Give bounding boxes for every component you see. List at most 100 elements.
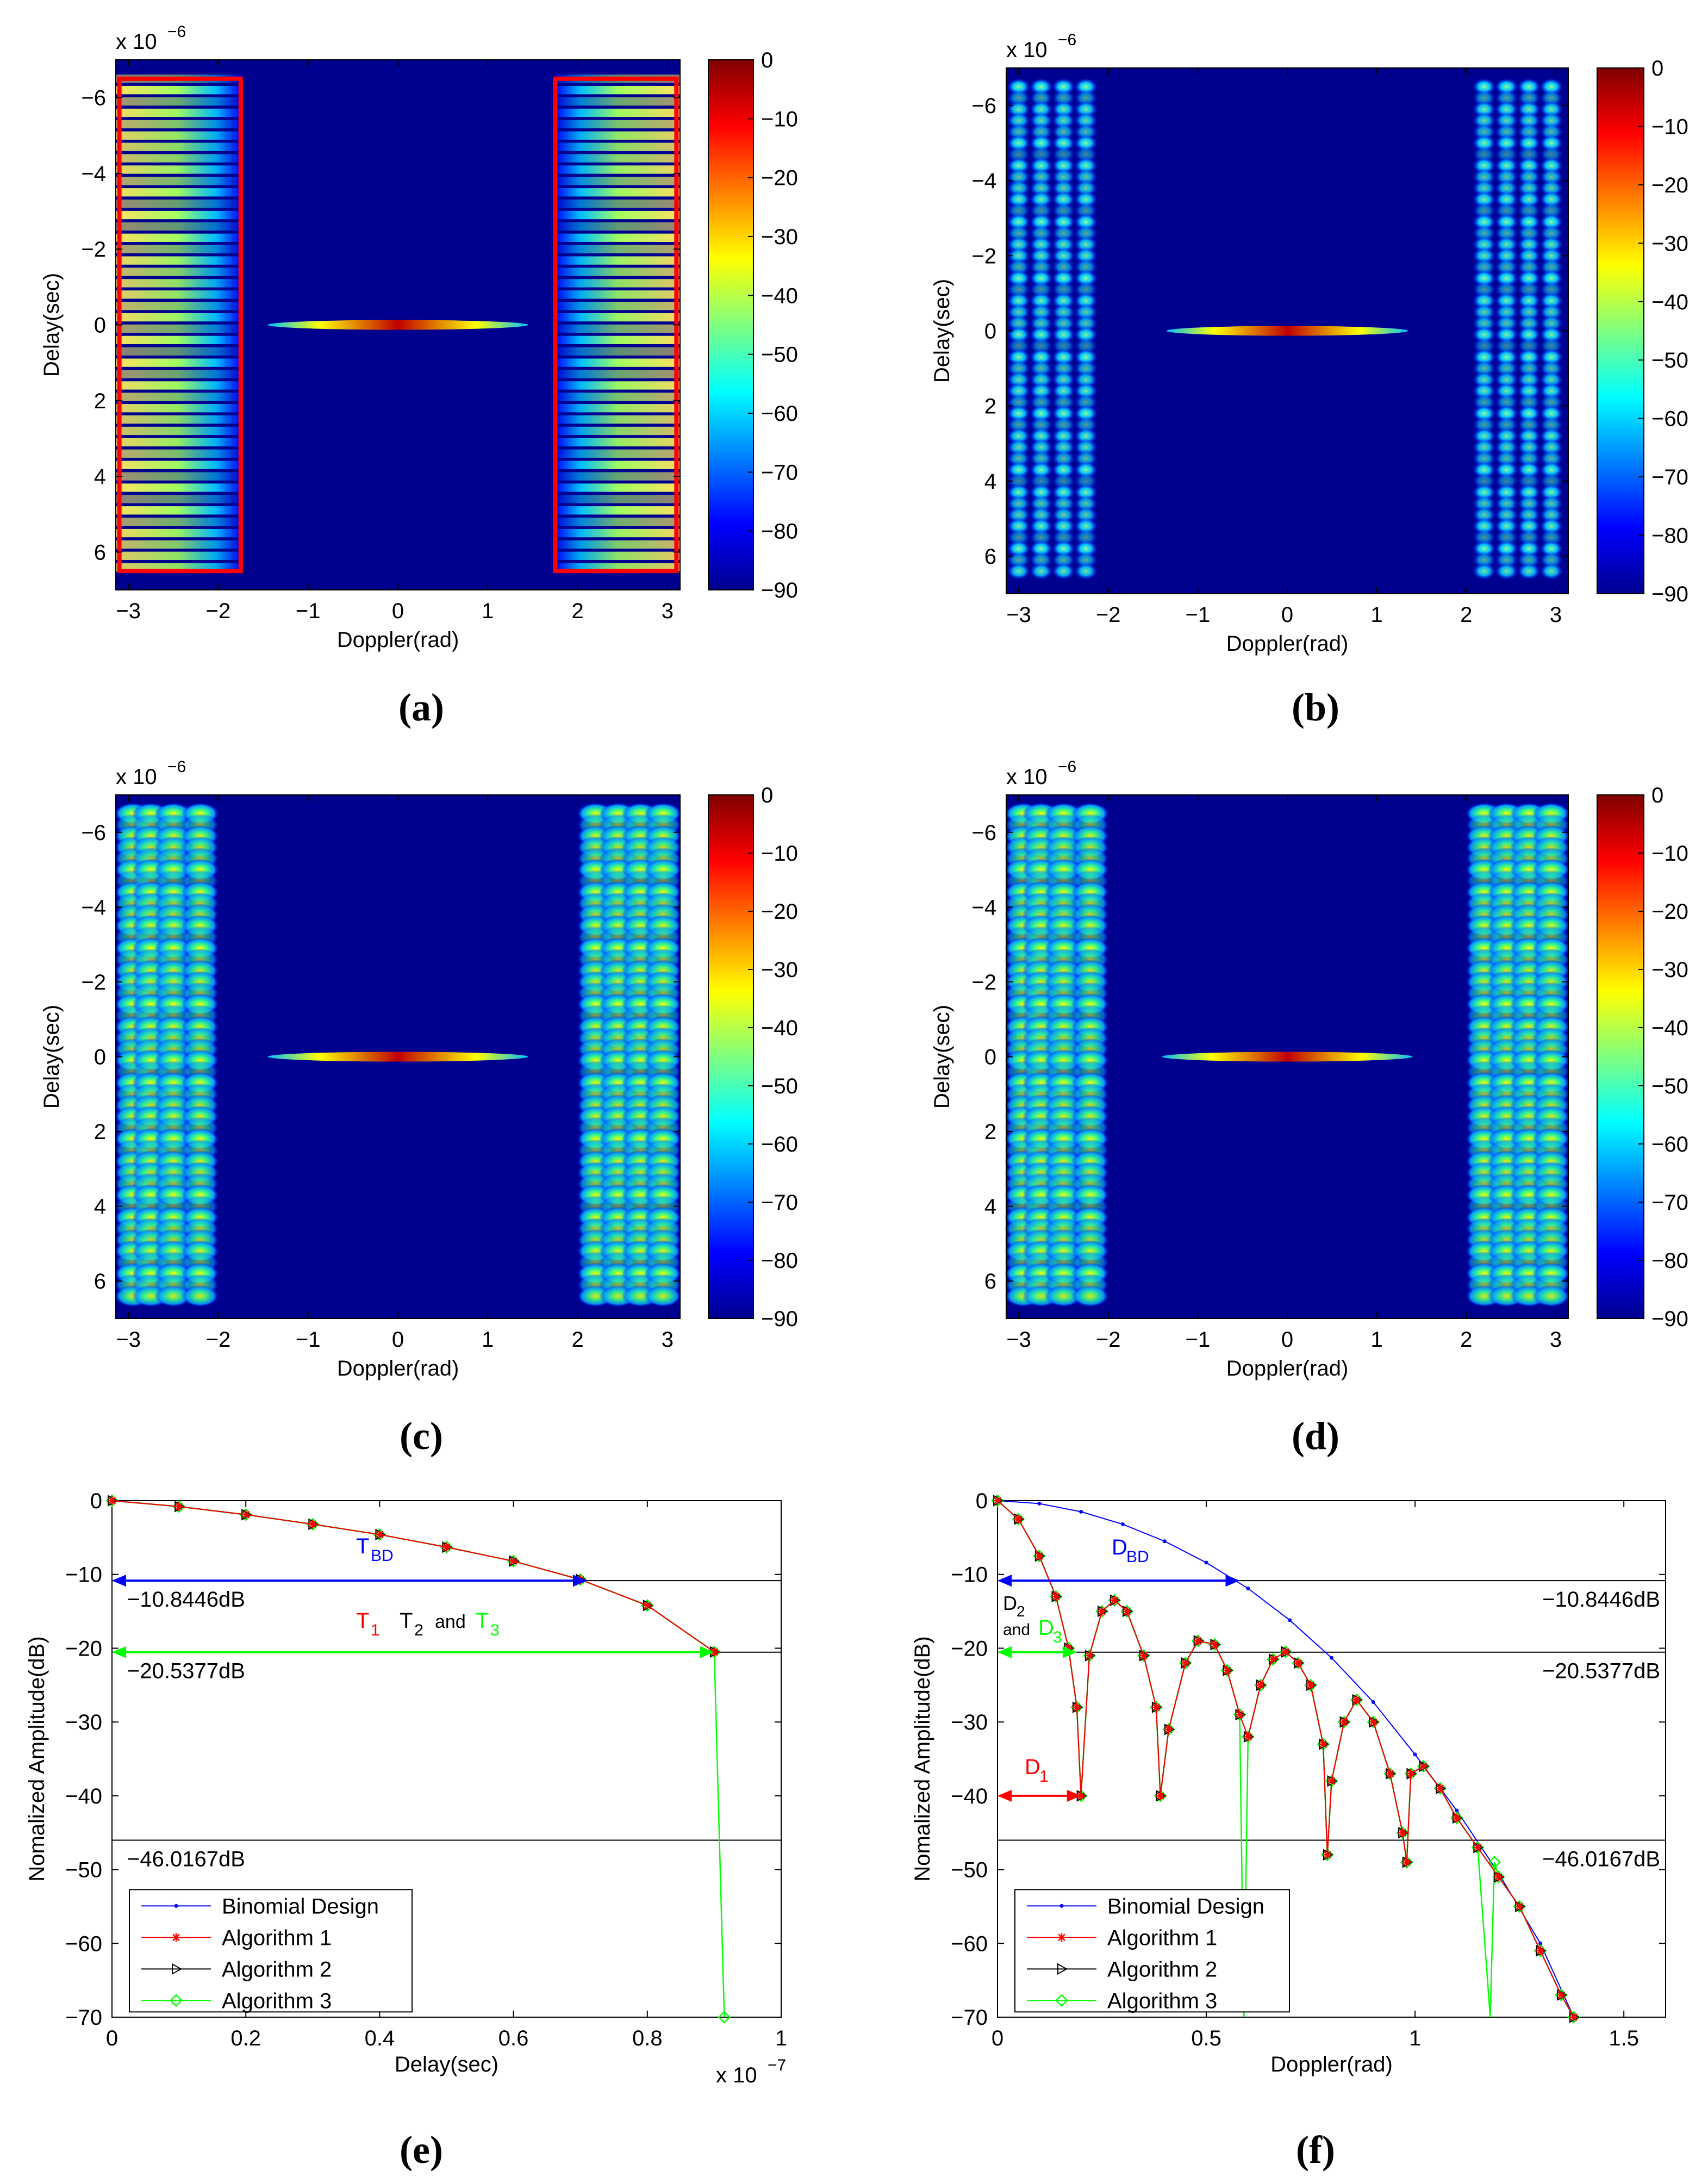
marker-star [308,1520,317,1529]
y-tick-label: −6 [971,821,996,845]
marker-star [1323,1850,1332,1859]
sidelobe-stripe [555,233,680,242]
y-axis-label: Nomalized Amplitude(dB) [25,1636,49,1881]
sidelobe-stripe [555,245,680,253]
colorbar-tick-label: −30 [761,225,798,249]
marker-star [1151,1703,1161,1712]
x-tick-label: 2 [1460,603,1472,627]
marker-dot [1037,1501,1042,1506]
marker-dot [1162,1539,1167,1544]
colorbar-tick-label: −90 [1651,582,1688,606]
sidelobe-stripe [555,222,680,231]
annotation-part: 2 [1017,1603,1025,1620]
sidelobe-stripe [555,551,680,560]
sidelobe-spot [644,1285,682,1307]
y-tick-label: 0 [984,1046,996,1069]
annotation-part: T [476,1609,489,1633]
sidelobe-stripe [555,302,680,310]
sidelobe-stripe [555,370,680,378]
sidelobe-stripe [116,108,241,117]
x-tick-label: 2 [571,1328,583,1352]
sidelobe-stripe [116,415,241,424]
y-tick-label: −40 [951,1784,988,1808]
marker-dot [1288,1618,1292,1622]
sidelobe-stripe [555,86,680,95]
colorbar-tick-label: −60 [761,402,798,426]
colorbar-tick-label: −60 [761,1133,798,1156]
marker-star [1139,1651,1148,1660]
y-tick-label: −40 [65,1784,102,1808]
marker-star [1494,1873,1503,1882]
colorbar-tick-label: 0 [761,783,773,807]
dbd-arrow-head [1225,1575,1240,1587]
y-tick-label: −2 [971,244,996,268]
marker-star [1515,1902,1524,1911]
sidelobe-stripe [116,438,241,447]
marker-star [442,1543,451,1552]
y-tick-label: −10 [65,1563,102,1587]
x-tick-label: −2 [1096,603,1121,627]
sidelobe-stripe [555,165,680,174]
y-tick-label: −2 [81,971,106,994]
marker-star [1034,1551,1044,1560]
sidelobe-stripe [555,472,680,481]
sidelobe-stripe [555,347,680,356]
line-panel-f: 0 0.5 1 1.5 0 −10 −20 −30 −40 −50 −60 −70 Doppler(ra… [911,1489,1666,2076]
sidelobe-stripe [555,199,680,208]
panel-caption: (f) [1296,2128,1335,2172]
y-tick-label: −50 [65,1858,102,1882]
sidelobe-stripe [116,131,241,140]
annotation-label: T [356,1534,369,1558]
threshold-label: −46.0167dB [127,1848,245,1871]
colorbar-tick-label: −30 [1651,232,1688,256]
colorbar-tick-label: −70 [761,461,798,484]
y-tick-label: 4 [94,1195,106,1219]
heatmap-panel-d: −3 −2 −1 0 1 2 3−6−4−20246Doppler(rad)Delay(se… [930,758,1688,1380]
y-axis-label: Nomalized Amplitude(dB) [911,1636,934,1881]
marker-diamond [1055,1994,1068,2007]
line-panel-e: 0 0.2 0.4 0.6 0.8 1 0 −10 −20 −30 −40 −50 −60 −70 Dela… [25,1489,787,2087]
marker-star [993,1496,1002,1505]
marker-dot [1059,1904,1064,1908]
legend [129,1889,413,2013]
colorbar-tick-label: −60 [1651,407,1688,431]
sidelobe-spot [1517,562,1541,580]
marker-dot [1330,1656,1333,1660]
marker-star [1156,1791,1165,1800]
x-tick-label: −2 [206,1328,231,1352]
sidelobe-spot [1074,562,1098,580]
sidelobe-stripe [116,517,241,526]
x-tick-label: 1 [1409,2026,1421,2050]
colorbar-tick-label: −50 [761,343,798,367]
y-tick-label: 6 [94,540,106,564]
marker-star [1369,1718,1378,1727]
colorbar-tick-label: −70 [761,1191,798,1215]
marker-star [1084,1651,1094,1660]
sidelobe-stripe [116,177,241,185]
colorbar-tick-label: −20 [1651,900,1688,924]
sidelobe-stripe [555,483,680,492]
marker-star [1210,1640,1219,1649]
y-tick-label: −70 [951,2006,988,2030]
marker-star [1294,1658,1303,1668]
sidelobe-spot [1532,1285,1570,1307]
x-tick-label: −2 [1096,1328,1121,1352]
x-tick-label: 1 [482,599,494,623]
colorbar-tick-label: −20 [761,900,798,924]
sidelobe-stripe [555,404,680,413]
x-tick-label: 0.4 [365,2026,395,2050]
sidelobe-stripe [116,404,241,413]
series-line [111,1500,715,1653]
sidelobe-stripe [555,358,680,367]
marker-star [1223,1666,1232,1675]
marker-star [172,1933,180,1942]
x-tick-label: −1 [1186,1328,1211,1352]
x-axis-label: Doppler(rad) [337,628,459,652]
marker-star [241,1510,251,1519]
sidelobe-stripe [555,528,680,538]
sidelobe-stripe [555,142,680,151]
mainlobe [1166,326,1408,336]
sidelobe-stripe [116,199,241,208]
annotation-part: D [1003,1592,1017,1614]
y-axis-label: Delay(sec) [930,279,954,383]
